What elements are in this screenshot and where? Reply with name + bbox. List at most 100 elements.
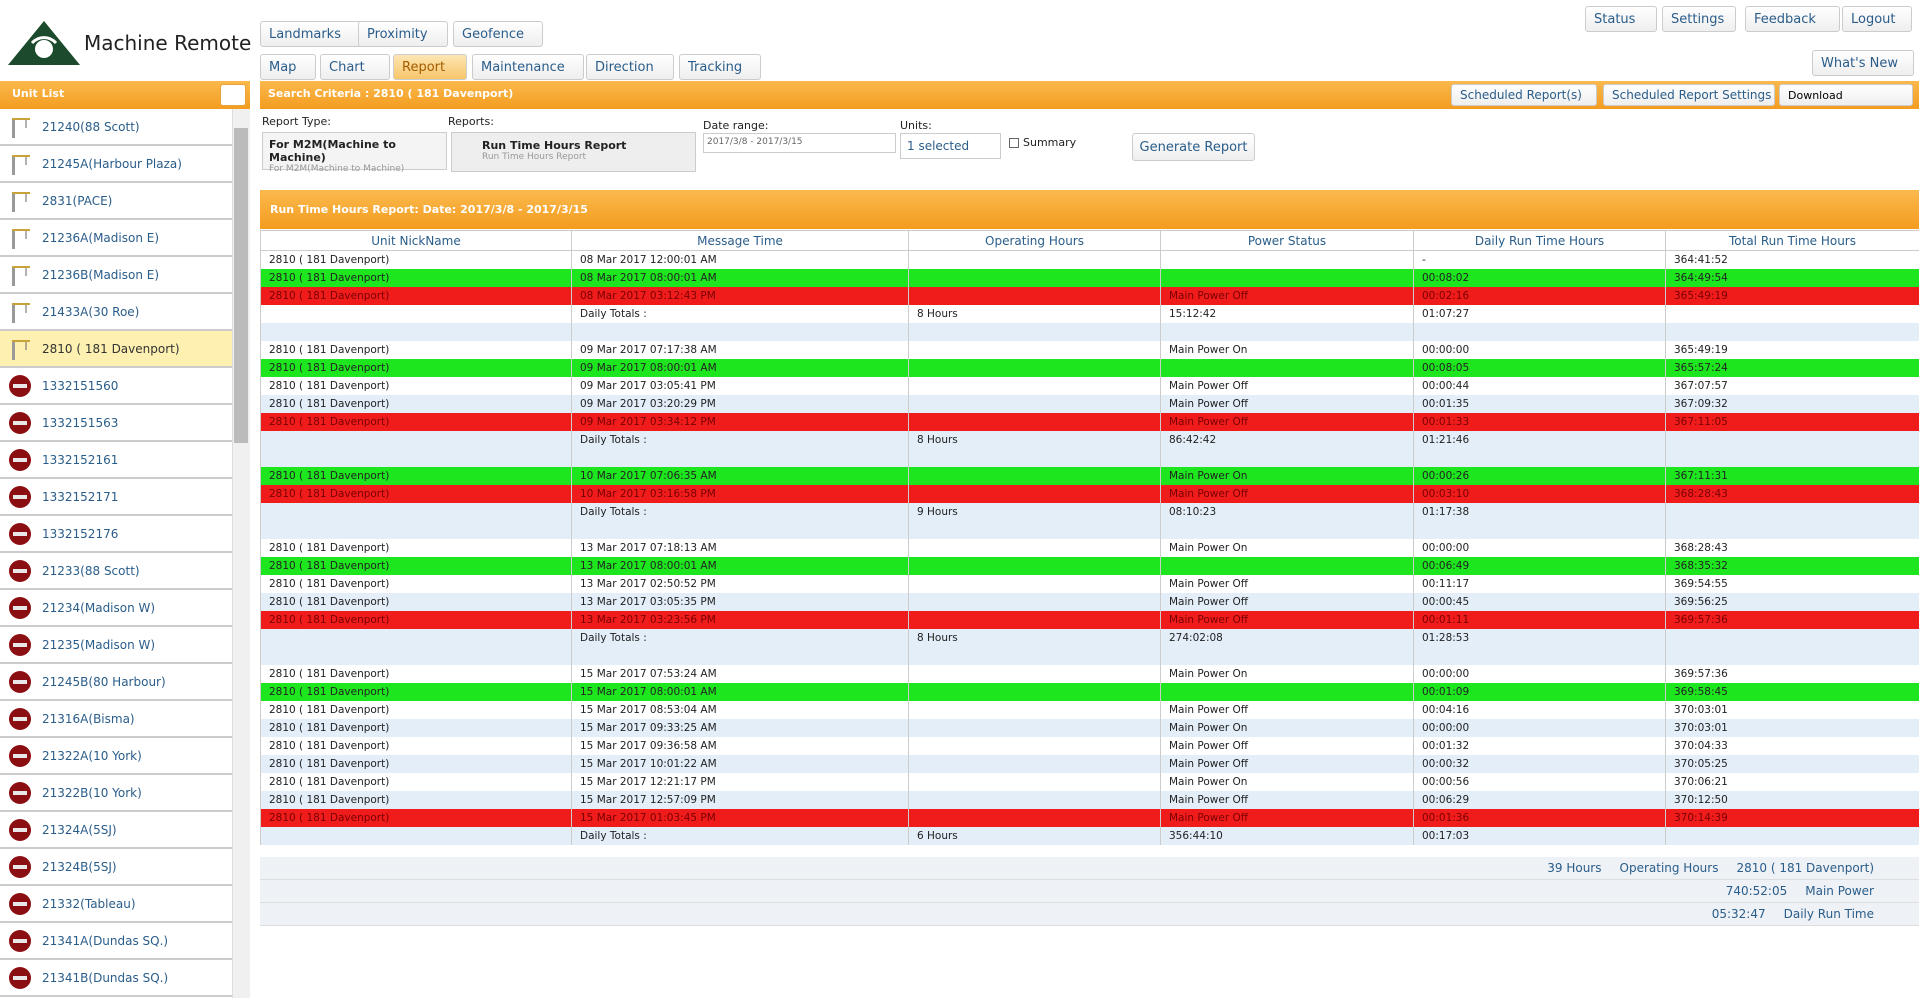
table-cell: 369:58:45 xyxy=(1665,682,1919,701)
top-tab[interactable]: Proximity xyxy=(358,21,448,47)
table-cell: 2810 ( 181 Davenport) xyxy=(260,412,572,431)
table-cell xyxy=(1665,826,1919,845)
unit-item[interactable]: 1332152161 xyxy=(0,442,232,479)
table-cell: Main Power Off xyxy=(1160,412,1414,431)
checkbox xyxy=(1009,137,1019,148)
unit-item[interactable]: 21322B(10 York) xyxy=(0,775,232,812)
header-button[interactable]: Settings xyxy=(1662,6,1736,32)
table-cell: 2810 ( 181 Davenport) xyxy=(260,682,572,701)
main-tab[interactable]: Map xyxy=(260,54,316,80)
table-row: 2810 ( 181 Davenport) 09 Mar 2017 08:00:0… xyxy=(260,358,1919,377)
unit-item[interactable]: 21316A(Bisma) xyxy=(0,701,232,738)
table-cell xyxy=(571,520,909,539)
unit-item[interactable]: 21236B(Madison E) xyxy=(0,257,232,294)
main-tab[interactable]: Tracking xyxy=(679,54,761,80)
unit-search[interactable] xyxy=(220,84,246,106)
unit-item[interactable]: 21240(88 Scott) xyxy=(0,109,232,146)
table-cell: 00:08:02 xyxy=(1413,268,1666,287)
table-cell: 2810 ( 181 Davenport) xyxy=(260,484,572,503)
unit-item[interactable]: 1332152171 xyxy=(0,479,232,516)
table-cell: 365:49:19 xyxy=(1665,286,1919,305)
unit-item[interactable]: 21236A(Madison E) xyxy=(0,220,232,257)
unit-icon xyxy=(9,744,31,767)
summary-line: 05:32:47 Daily Run Time xyxy=(260,903,1919,926)
unit-item[interactable]: 21341A(Dundas SQ.) xyxy=(0,923,232,960)
unit-icon xyxy=(9,670,31,693)
table-cell xyxy=(1160,448,1414,467)
criteria-button[interactable]: Scheduled Report(s) xyxy=(1451,84,1597,106)
table-row: 2810 ( 181 Davenport) 13 Mar 2017 03:23:5… xyxy=(260,610,1919,629)
summary-checkbox[interactable]: Summary xyxy=(1009,136,1076,149)
unit-item[interactable]: 21324A(5SJ) xyxy=(0,812,232,849)
table-row: 2810 ( 181 Davenport) 13 Mar 2017 03:05:3… xyxy=(260,592,1919,611)
table-cell xyxy=(908,376,1161,395)
table-cell xyxy=(908,790,1161,809)
table-cell: 369:57:36 xyxy=(1665,664,1919,683)
unit-item[interactable]: 2810 ( 181 Davenport) xyxy=(0,331,232,368)
table-cell: 2810 ( 181 Davenport) xyxy=(260,358,572,377)
table-cell: Daily Totals : xyxy=(571,304,909,323)
unit-item[interactable]: 2831(PACE) xyxy=(0,183,232,220)
table-cell xyxy=(908,646,1161,665)
unit-item[interactable]: 21245B(80 Harbour) xyxy=(0,664,232,701)
table-row xyxy=(260,520,1919,539)
unit-item[interactable]: 21324B(5SJ) xyxy=(0,849,232,886)
table-cell: 00:01:35 xyxy=(1413,394,1666,413)
summary-item: 05:32:47 xyxy=(1711,907,1766,921)
main-tab[interactable]: Chart xyxy=(320,54,390,80)
table-cell xyxy=(1665,322,1919,341)
unit-item[interactable]: 21341B(Dundas SQ.) xyxy=(0,960,232,997)
table-cell xyxy=(1665,430,1919,449)
reports-select[interactable]: Run Time Hours Report Run Time Hours Repo… xyxy=(451,132,696,172)
main-tab[interactable]: Report xyxy=(393,54,467,80)
unit-item[interactable]: 1332152176 xyxy=(0,516,232,553)
top-tab[interactable]: Geofence xyxy=(453,21,543,47)
unit-name: 21234(Madison W) xyxy=(42,600,156,615)
unit-item[interactable]: 21245A(Harbour Plaza) xyxy=(0,146,232,183)
header-button[interactable]: Feedback xyxy=(1745,6,1840,32)
table-cell: 2810 ( 181 Davenport) xyxy=(260,772,572,791)
unit-icon xyxy=(9,855,31,878)
unit-item[interactable]: 21322A(10 York) xyxy=(0,738,232,775)
unit-icon xyxy=(9,633,31,656)
column-header: Daily Run Time Hours xyxy=(1413,230,1666,251)
table-cell: 09 Mar 2017 03:34:12 PM xyxy=(571,412,909,431)
table-cell: 15 Mar 2017 09:36:58 AM xyxy=(571,736,909,755)
units-select[interactable]: 1 selected xyxy=(900,133,1001,159)
generate-button[interactable]: Generate Report xyxy=(1132,133,1255,161)
table-cell: 00:01:09 xyxy=(1413,682,1666,701)
download[interactable]: Download xyxy=(1779,84,1913,106)
unit-item[interactable]: 21233(88 Scott) xyxy=(0,553,232,590)
table-cell: 00:00:45 xyxy=(1413,592,1666,611)
summary-item: Operating Hours xyxy=(1619,861,1719,875)
unit-item[interactable]: 21234(Madison W) xyxy=(0,590,232,627)
main-tab[interactable]: Maintenance xyxy=(472,54,584,80)
report-title: Run Time Hours Report: Date: 2017/3/8 - … xyxy=(270,203,588,216)
table-cell: 00:04:16 xyxy=(1413,700,1666,719)
unit-item[interactable]: 21332(Tableau) xyxy=(0,886,232,923)
table-cell xyxy=(908,250,1161,269)
unit-name: 21245A(Harbour Plaza) xyxy=(42,156,182,171)
unit-item[interactable]: 1332151563 xyxy=(0,405,232,442)
date-input[interactable]: 2017/3/8 - 2017/3/15 xyxy=(703,133,896,153)
table-cell xyxy=(908,664,1161,683)
unit-item[interactable]: 21433A(30 Roe) xyxy=(0,294,232,331)
summary-item: 740:52:05 xyxy=(1725,884,1788,898)
sidebar-header: Unit List xyxy=(0,81,250,109)
table-cell: 8 Hours xyxy=(908,628,1161,647)
criteria-button[interactable]: Scheduled Report Settings xyxy=(1603,84,1775,106)
whats-new[interactable]: What's New xyxy=(1812,50,1914,76)
unit-icon xyxy=(9,781,31,804)
main-tab[interactable]: Direction xyxy=(586,54,674,80)
table-cell: 2810 ( 181 Davenport) xyxy=(260,754,572,773)
unit-item[interactable]: 1332151560 xyxy=(0,368,232,405)
unit-item[interactable]: 21235(Madison W) xyxy=(0,627,232,664)
table-cell: Main Power On xyxy=(1160,466,1414,485)
top-tab[interactable]: Landmarks xyxy=(260,21,370,47)
crane-icon xyxy=(12,339,30,360)
report-type-select[interactable]: For M2M(Machine to Machine) For M2M(Machi… xyxy=(262,132,447,174)
header-button[interactable]: Status xyxy=(1585,6,1657,32)
header-button[interactable]: Logout xyxy=(1842,6,1912,32)
table-cell: 370:14:39 xyxy=(1665,808,1919,827)
table-cell: 10 Mar 2017 03:16:58 PM xyxy=(571,484,909,503)
